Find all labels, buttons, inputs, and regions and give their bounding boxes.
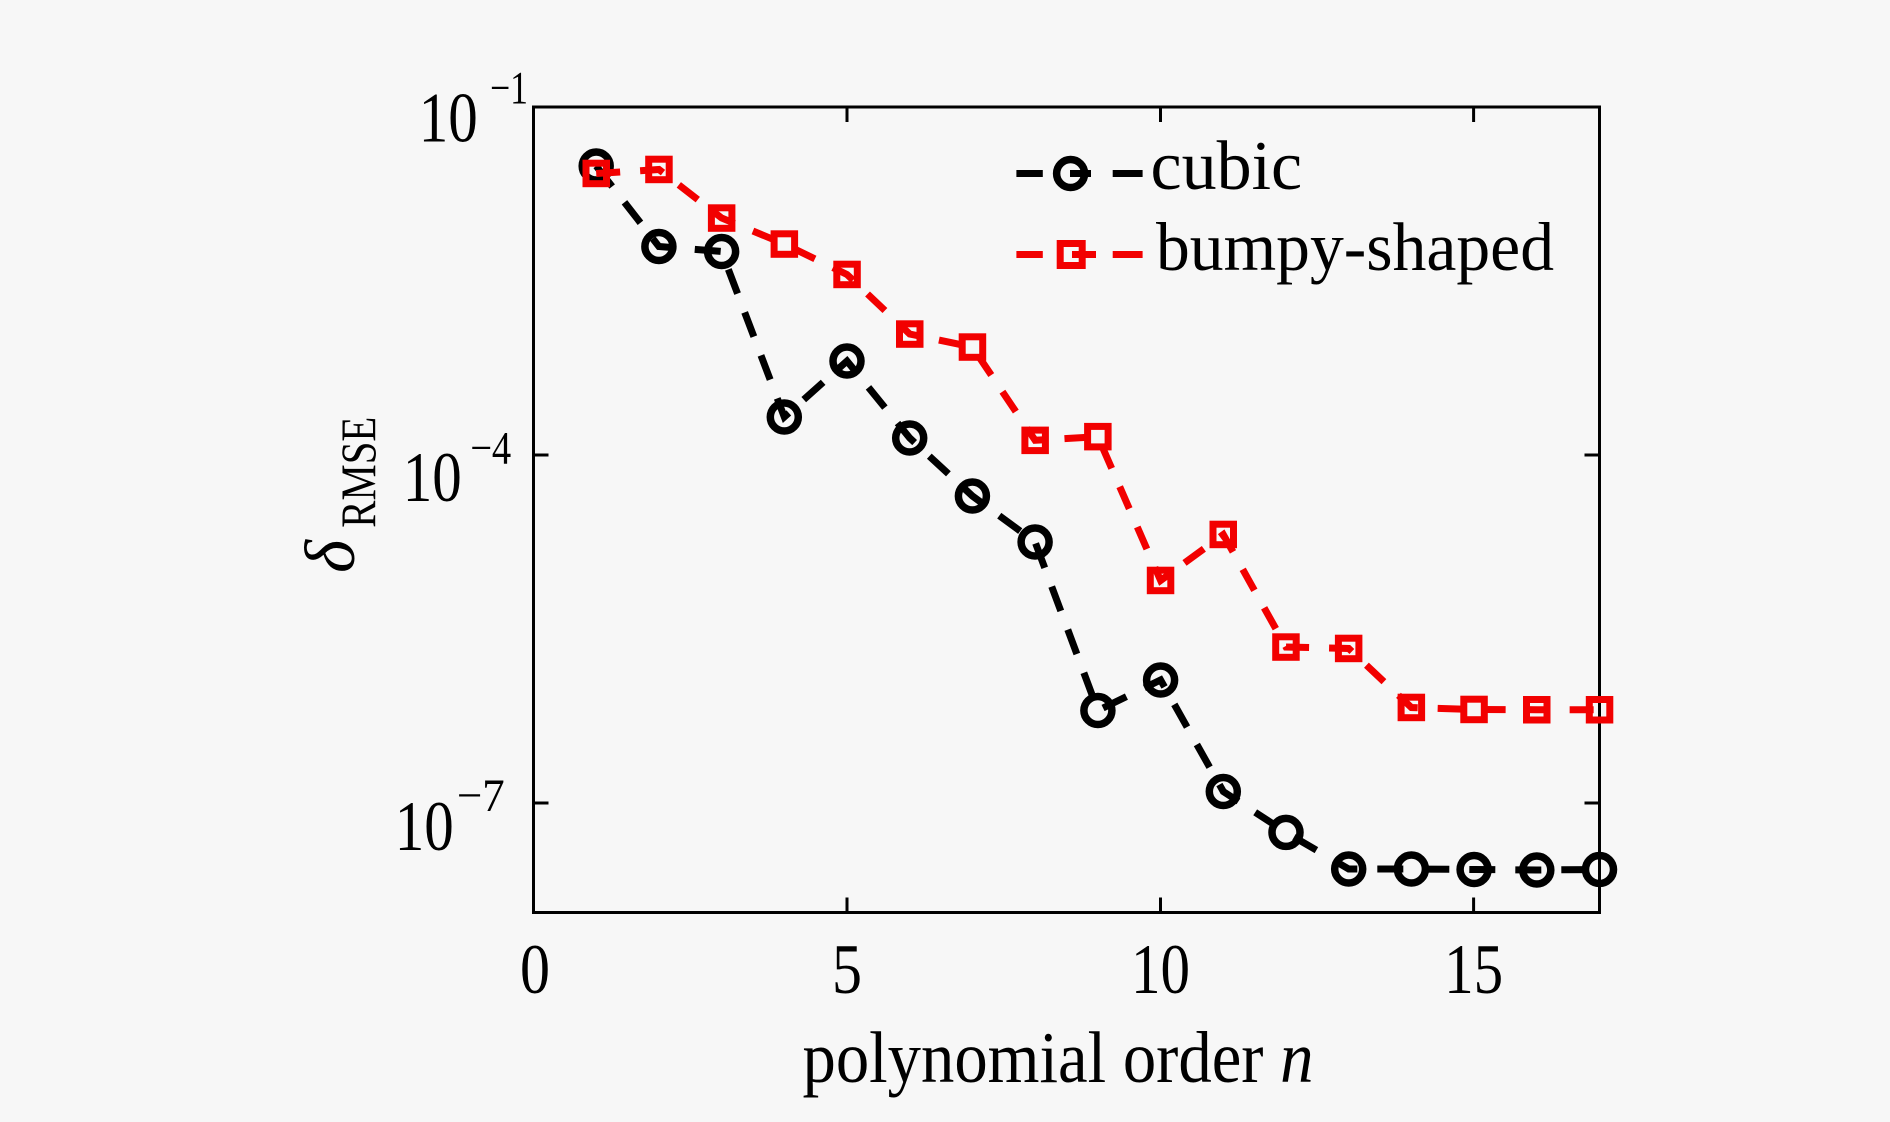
svg-text:−1: −1	[490, 62, 528, 114]
svg-text:10: 10	[419, 80, 478, 158]
svg-text:15: 15	[1444, 931, 1503, 1009]
svg-text:δRMSE: δRMSE	[292, 417, 386, 573]
svg-text:5: 5	[832, 931, 862, 1009]
svg-text:cubic: cubic	[1151, 128, 1303, 205]
svg-text:10: 10	[1131, 931, 1190, 1009]
svg-text:bumpy-shaped: bumpy-shaped	[1156, 209, 1554, 285]
svg-text:10: 10	[395, 788, 454, 866]
svg-text:0: 0	[520, 931, 550, 1009]
svg-text:−7: −7	[457, 770, 505, 822]
svg-text:10: 10	[403, 439, 462, 517]
svg-text:polynomial order n: polynomial order n	[803, 1017, 1314, 1098]
svg-text:−4: −4	[470, 423, 511, 475]
